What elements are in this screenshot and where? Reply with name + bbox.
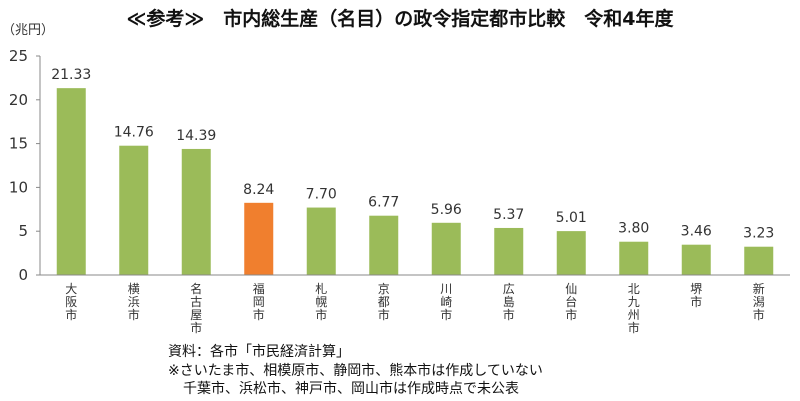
bar: [556, 231, 586, 275]
bar-chart: （兆円） 0 5 10 15 20 25 21.33 14.76 14.39 8.24 7.70 6…: [2, 23, 790, 335]
exclusion-note: ※さいたま市、相模原市、静岡市、熊本市は作成していない: [168, 362, 543, 379]
x-tick-label: 川崎市: [440, 282, 452, 322]
y-tick-label: 0: [18, 266, 28, 284]
bar: [244, 202, 274, 275]
bar: [744, 246, 774, 275]
data-label: 14.76: [114, 125, 154, 141]
bar: [56, 88, 86, 275]
data-label: 6.77: [368, 195, 399, 211]
x-tick-label: 新潟市: [753, 281, 765, 322]
y-axis-unit-label: （兆円）: [2, 23, 54, 38]
data-label: 5.37: [493, 207, 524, 223]
data-label: 3.80: [618, 221, 649, 237]
data-label: 14.39: [176, 128, 216, 144]
x-tick-label: 京都市: [378, 282, 390, 322]
x-tick-label: 福岡市: [253, 281, 265, 322]
x-tick-label: 横浜市: [128, 282, 140, 322]
bar: [681, 244, 711, 275]
bar: [369, 215, 399, 275]
bar: [619, 241, 649, 275]
footnotes: 資料：各市「市民経済計算」 ※さいたま市、相模原市、静岡市、熊本市は作成していな…: [168, 343, 543, 399]
bar: [494, 227, 524, 275]
x-tick-label: 堺市: [690, 282, 702, 309]
data-label: 3.46: [681, 224, 712, 240]
data-label: 7.70: [306, 187, 337, 203]
y-tick-label: 25: [9, 47, 28, 65]
y-tick-label: 20: [9, 91, 28, 109]
y-tick-label: 10: [9, 178, 28, 196]
unpublished-note: 千葉市、浜松市、神戸市、岡山市は作成時点で未公表: [183, 381, 519, 397]
data-label: 21.33: [51, 67, 91, 83]
x-tick-label: 大阪市: [65, 282, 77, 322]
data-label: 8.24: [243, 182, 274, 198]
x-tick-label: 仙台市: [565, 282, 577, 322]
bar: [181, 148, 211, 275]
data-label: 5.01: [556, 210, 587, 226]
bar: [306, 207, 336, 275]
bar: [431, 222, 461, 275]
y-tick-label: 15: [9, 135, 28, 153]
x-tick-label: 札幌市: [315, 282, 327, 322]
y-tick-label: 5: [18, 222, 28, 240]
x-tick-label: 広島市: [503, 282, 515, 322]
chart-title: ≪参考≫ 市内総生産（名目）の政令指定都市比較 令和4年度: [126, 8, 674, 30]
source-note: 資料：各市「市民経済計算」: [168, 344, 350, 360]
bar: [119, 145, 149, 275]
x-tick-label: 北九州市: [628, 282, 640, 335]
data-label: 5.96: [431, 202, 462, 218]
x-tick-label: 名古屋市: [190, 281, 202, 335]
data-label: 3.23: [743, 226, 774, 242]
